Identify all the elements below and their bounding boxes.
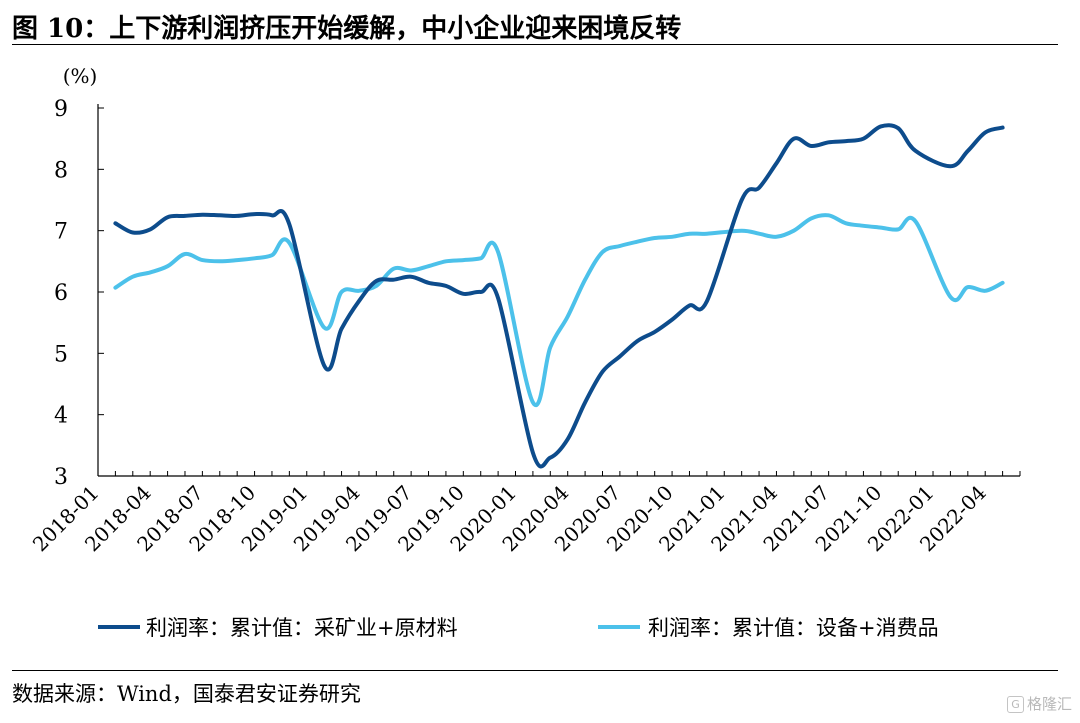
chart-legend: 利润率：累计值：采矿业+原材料 利润率：累计值：设备+消费品 [98,616,939,640]
legend-item-equipment-consumer-label: 利润率：累计值：设备+消费品 [648,616,939,640]
watermark-text: 格隆汇 [1026,695,1072,713]
series-line-mining-materials [113,123,1005,469]
y-tick-label: 7 [54,220,68,245]
series-line-equipment-consumer [113,213,1005,408]
chart-axes: 3456789(%)2018-012018-042018-072018-1020… [28,64,1021,556]
legend-item-mining-materials-label: 利润率：累计值：采矿业+原材料 [146,616,458,640]
figure-title: 图 10：上下游利润挤压开始缓解，中小企业迎来困境反转 [12,14,682,44]
chart-series [113,123,1005,469]
source-note: 数据来源：Wind，国泰君安证券研究 [12,682,361,706]
title-rule [12,44,1058,45]
watermark-logo-icon: G [1006,696,1024,713]
y-tick-label: 5 [54,342,68,367]
y-tick-label: 9 [54,97,68,122]
y-axis-unit-label: (%) [63,64,98,88]
y-tick-label: 3 [54,465,68,490]
y-tick-label: 4 [54,404,68,429]
watermark: G 格隆汇 [1006,693,1072,714]
source-rule [12,670,1058,671]
y-tick-label: 8 [54,158,68,183]
y-tick-label: 6 [54,281,68,306]
